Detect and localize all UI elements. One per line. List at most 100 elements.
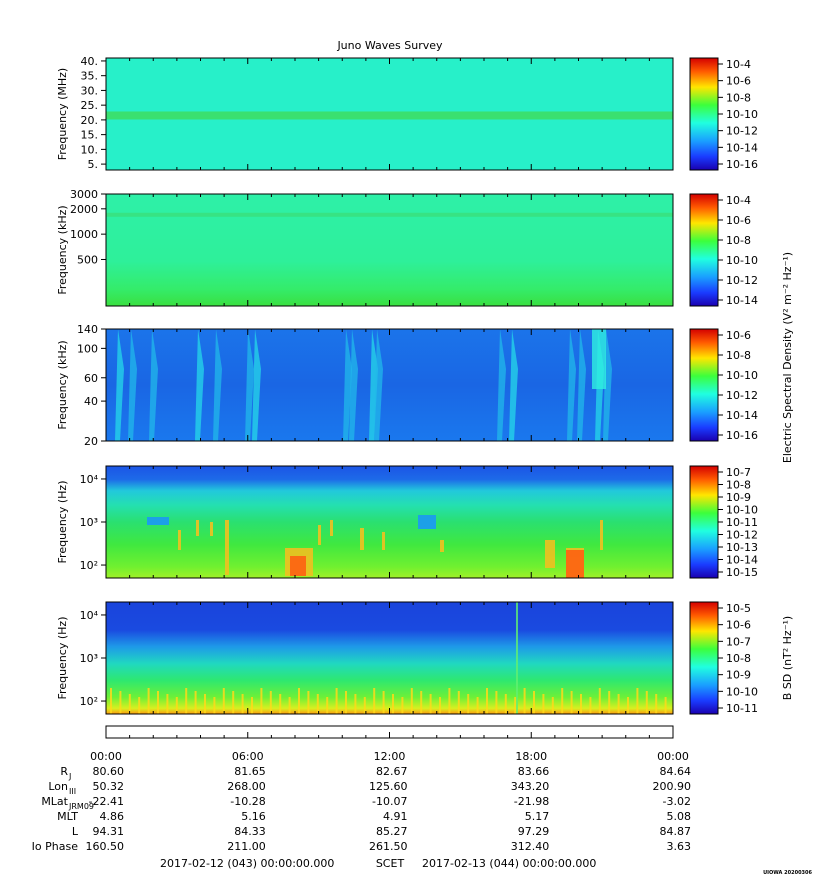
- time-tick-label: 12:00: [374, 750, 406, 763]
- footer-tag: UIOWA 20200306: [763, 870, 812, 876]
- emission-spike: [185, 688, 188, 714]
- y-tick-label: 60: [84, 372, 98, 385]
- scet-line: 2017-02-12 (043) 00:00:00.000 SCET 2017-02…: [160, 857, 596, 870]
- colorbar-label: 10-14: [726, 409, 758, 422]
- emission-burst: [318, 525, 321, 545]
- ephemeris-value: 97.29: [518, 825, 550, 838]
- ephemeris-label: L: [72, 825, 79, 838]
- y-tick-label: 25.: [81, 99, 99, 112]
- panel-bhz: 10⁴ 10³ 10² Frequency (Hz) 10-5 10-6 10-7 10-8 1…: [56, 601, 794, 715]
- spectrogram-bhz: [106, 602, 673, 714]
- ephemeris-value: 81.65: [234, 765, 266, 778]
- colorbar-label: 10-9: [726, 491, 751, 504]
- emission-spike: [307, 691, 310, 714]
- colorbar-label: 10-10: [726, 685, 758, 698]
- emission-spike: [157, 691, 159, 714]
- emission-spike: [260, 688, 263, 714]
- ephemeris-value: 343.20: [511, 780, 550, 793]
- y-tick-label: 10³: [80, 516, 98, 529]
- ephemeris-value: 3.63: [667, 840, 692, 853]
- colorbar: [689, 328, 719, 442]
- emission-spike: [467, 694, 470, 714]
- ephemeris-value: 268.00: [227, 780, 266, 793]
- panel-ehz: 10⁴ 10³ 10² Frequency (Hz) 10-710-810-910-10…: [56, 465, 758, 579]
- emission-spike: [382, 691, 385, 714]
- emission-spike: [194, 691, 197, 714]
- emission-streak: [349, 329, 358, 441]
- scet-start: 2017-02-12 (043) 00:00:00.000: [160, 857, 334, 870]
- emission-burst: [418, 515, 436, 529]
- colorbar-label: 10-6: [726, 619, 751, 632]
- y-tick-label: 1000: [70, 228, 98, 241]
- emission-spike: [392, 694, 394, 714]
- colorbar: [689, 193, 719, 307]
- colorbar-label: 10-8: [726, 349, 751, 362]
- emission-spike: [429, 694, 432, 714]
- emission-burst: [196, 520, 199, 536]
- emission-spike: [335, 688, 338, 714]
- panel-lowkhz: 140 100 60 40 20 Frequency (kHz) 10-6 10-8 10-10…: [56, 252, 794, 463]
- emission-streak: [567, 329, 576, 441]
- y-tick-label: 2000: [70, 203, 98, 216]
- emission-spike: [664, 697, 667, 714]
- ephemeris-value: 4.86: [100, 810, 125, 823]
- y-axis-label: Frequency (kHz): [56, 205, 69, 294]
- chart-title: Juno Waves Survey: [336, 39, 443, 52]
- ephemeris-value: 84.64: [660, 765, 692, 778]
- emission-spike: [514, 697, 517, 714]
- ephemeris-value: -10.07: [372, 795, 407, 808]
- y-tick-label: 10³: [80, 652, 98, 665]
- emission-streak: [577, 329, 586, 441]
- emission-streak: [509, 329, 518, 441]
- ephemeris-label-sub: JRM09: [68, 802, 94, 811]
- time-tick-label: 06:00: [232, 750, 264, 763]
- ephemeris-label: Lon: [48, 780, 68, 793]
- emission-spike: [373, 688, 376, 714]
- colorbar-label: 10-14: [726, 294, 758, 307]
- emission-spike: [298, 688, 300, 714]
- emission-spike: [486, 688, 488, 714]
- y-axis-label: Frequency (kHz): [56, 340, 69, 429]
- emission-spike: [476, 697, 479, 714]
- ephemeris-value: 85.27: [376, 825, 408, 838]
- scet-end: 2017-02-13 (044) 00:00:00.000: [422, 857, 596, 870]
- emission-spike: [326, 697, 329, 714]
- emission-spike: [222, 688, 225, 714]
- emission-spike: [589, 697, 592, 714]
- colorbar-label: 10-12: [726, 389, 758, 402]
- emission-spike: [204, 694, 206, 714]
- colorbar-label: 10-10: [726, 504, 758, 517]
- emission-streak: [374, 329, 383, 441]
- emission-spike: [288, 697, 291, 714]
- ephemeris-value: 84.87: [660, 825, 692, 838]
- ephemeris-label: MLat: [41, 795, 68, 808]
- y-tick-label: 30.: [81, 84, 99, 97]
- emission-spike: [608, 691, 611, 714]
- colorbar: [689, 601, 719, 715]
- colorbar-label: 10-7: [726, 635, 751, 648]
- colorbar-label: 10-7: [726, 466, 751, 479]
- ephemeris-value: 5.16: [241, 810, 266, 823]
- colorbar-label: 10-9: [726, 669, 751, 682]
- emission-spike: [439, 697, 441, 714]
- emission-burst: [147, 517, 169, 525]
- ephemeris-value: 125.60: [369, 780, 408, 793]
- ephemeris-value: 50.32: [93, 780, 125, 793]
- emission-burst: [330, 520, 333, 536]
- ephemeris-table: R J 80.60 81.65 82.67 83.66 84.64 Lon III 50.32 26…: [32, 765, 691, 853]
- emission-line: [516, 602, 518, 714]
- y-tick-label: 15.: [81, 129, 99, 142]
- ephemeris-label-sub: III: [69, 787, 76, 796]
- emission-burst: [440, 540, 444, 552]
- ephemeris-label: Io Phase: [32, 840, 79, 853]
- emission-spike: [523, 688, 526, 714]
- emission-spike: [504, 694, 507, 714]
- emission-spike: [119, 691, 122, 714]
- colorbar-label: 10-14: [726, 554, 758, 567]
- emission-spike: [495, 691, 498, 714]
- emission-streak: [343, 329, 352, 441]
- y-tick-label: 20.: [81, 114, 99, 127]
- y-tick-label: 35.: [81, 70, 99, 83]
- colorbar-label: 10-8: [726, 652, 751, 665]
